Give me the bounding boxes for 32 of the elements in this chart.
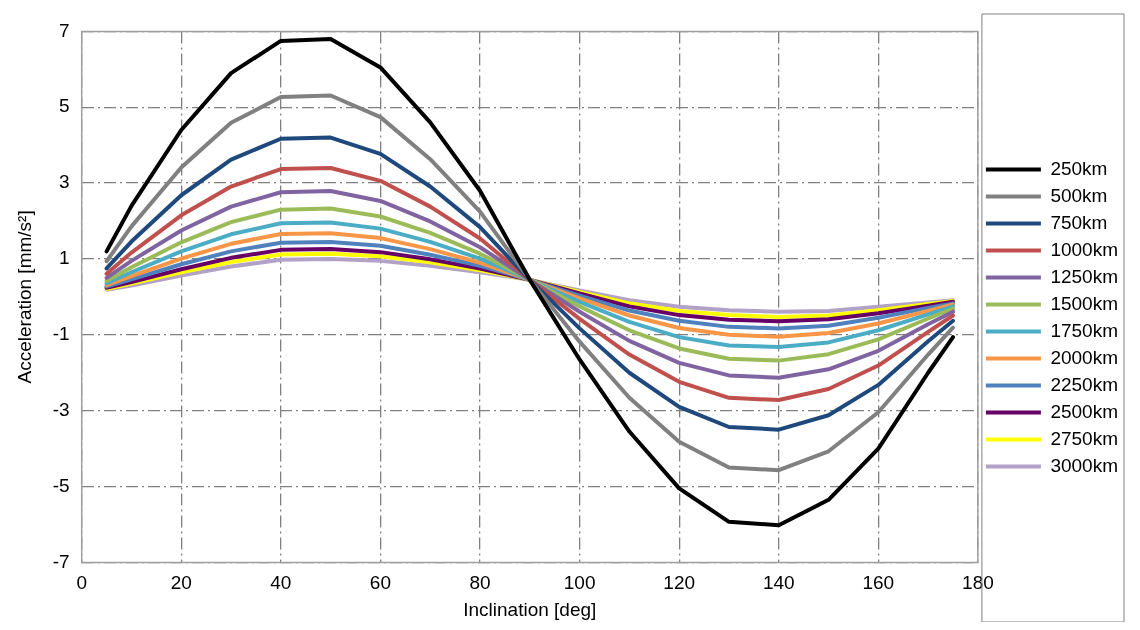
legend-label: 2250km bbox=[1050, 373, 1119, 395]
y-tick-label: -7 bbox=[52, 550, 70, 572]
x-tick-label: 40 bbox=[270, 572, 292, 594]
y-tick-label: 7 bbox=[59, 19, 70, 41]
x-tick-label: 0 bbox=[76, 572, 87, 594]
y-tick-label: -5 bbox=[52, 474, 70, 496]
legend-label: 2750km bbox=[1050, 427, 1119, 449]
x-tick-label: 120 bbox=[663, 572, 696, 594]
y-tick-label: 3 bbox=[59, 171, 70, 193]
legend-label: 1500km bbox=[1050, 292, 1119, 314]
legend-label: 750km bbox=[1050, 211, 1108, 233]
legend-label: 1250km bbox=[1050, 265, 1119, 287]
legend-label: 250km bbox=[1050, 157, 1108, 179]
x-tick-label: 60 bbox=[369, 572, 391, 594]
y-axis-title: Acceleration [mm/s²] bbox=[13, 210, 35, 384]
y-tick-label: 5 bbox=[59, 95, 70, 117]
y-tick-label: 1 bbox=[59, 247, 70, 269]
x-tick-label: 20 bbox=[170, 572, 192, 594]
y-tick-label: -3 bbox=[52, 398, 70, 420]
x-axis-title: Inclination [deg] bbox=[463, 598, 597, 620]
x-tick-label: 100 bbox=[563, 572, 596, 594]
legend-label: 1000km bbox=[1050, 238, 1119, 260]
x-tick-label: 80 bbox=[469, 572, 491, 594]
y-tick-label: -1 bbox=[52, 323, 70, 345]
x-tick-label: 160 bbox=[862, 572, 895, 594]
legend-label: 2000km bbox=[1050, 346, 1119, 368]
legend-label: 2500km bbox=[1050, 400, 1119, 422]
legend-label: 500km bbox=[1050, 184, 1108, 206]
legend-label: 3000km bbox=[1050, 454, 1119, 476]
x-tick-label: 180 bbox=[962, 572, 994, 594]
x-tick-label: 140 bbox=[762, 572, 795, 594]
legend-label: 1750km bbox=[1050, 319, 1119, 341]
